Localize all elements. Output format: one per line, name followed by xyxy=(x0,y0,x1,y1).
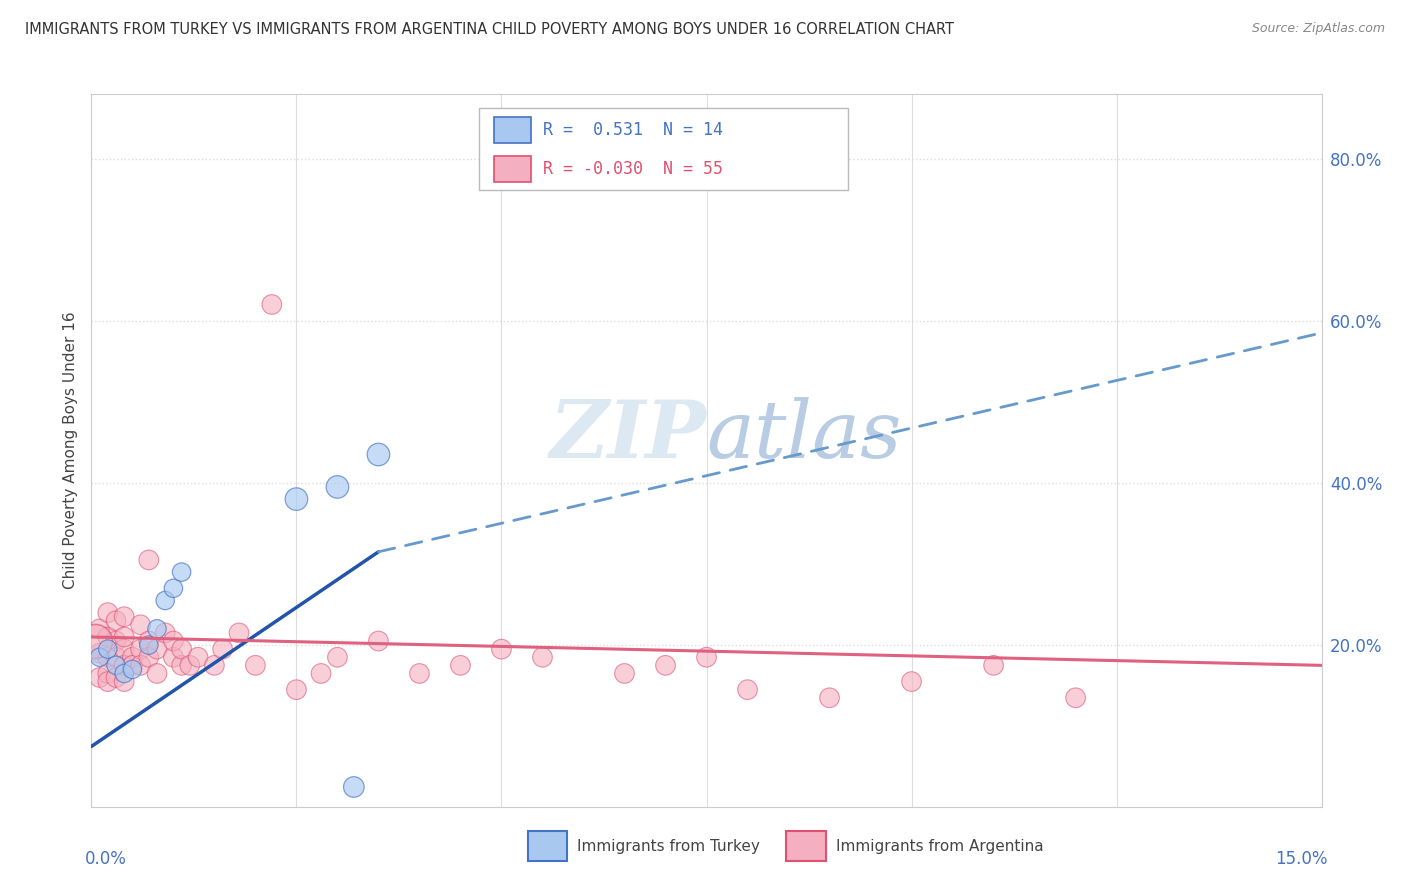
Bar xyxy=(786,830,825,861)
Point xyxy=(138,638,160,652)
Bar xyxy=(494,117,530,144)
Point xyxy=(228,626,250,640)
Point xyxy=(187,650,209,665)
Point xyxy=(367,448,389,462)
Point xyxy=(89,622,111,636)
Text: ZIP: ZIP xyxy=(550,398,706,475)
Point xyxy=(105,614,127,628)
Point xyxy=(408,666,430,681)
Point xyxy=(162,582,184,596)
Point xyxy=(343,780,366,794)
Point xyxy=(260,297,283,311)
Point xyxy=(105,634,127,648)
Point xyxy=(162,650,184,665)
Point xyxy=(654,658,676,673)
Point xyxy=(449,658,471,673)
Point xyxy=(89,650,111,665)
Point xyxy=(179,658,201,673)
Point xyxy=(112,666,135,681)
Bar xyxy=(494,155,530,182)
Point xyxy=(211,642,233,657)
Point xyxy=(531,650,554,665)
Point xyxy=(121,658,143,673)
Point xyxy=(900,674,922,689)
Point xyxy=(613,666,636,681)
Point xyxy=(138,650,160,665)
Point xyxy=(112,609,135,624)
Point xyxy=(170,658,193,673)
Point xyxy=(89,646,111,660)
Text: R = -0.030  N = 55: R = -0.030 N = 55 xyxy=(543,160,723,178)
Point xyxy=(105,658,127,673)
Bar xyxy=(529,830,568,861)
Point xyxy=(326,650,349,665)
Point xyxy=(138,553,160,567)
Bar xyxy=(479,108,848,190)
Point xyxy=(737,682,759,697)
Point xyxy=(112,642,135,657)
Text: atlas: atlas xyxy=(706,398,901,475)
Point xyxy=(121,650,143,665)
Point xyxy=(170,642,193,657)
Y-axis label: Child Poverty Among Boys Under 16: Child Poverty Among Boys Under 16 xyxy=(62,311,77,590)
Point xyxy=(129,658,152,673)
Point xyxy=(162,634,184,648)
Point xyxy=(245,658,267,673)
Point xyxy=(285,492,308,507)
Point xyxy=(129,642,152,657)
Point xyxy=(491,642,513,657)
Point xyxy=(138,634,160,648)
Point xyxy=(97,674,120,689)
Point xyxy=(112,674,135,689)
Point xyxy=(84,634,107,648)
Point xyxy=(695,650,717,665)
Text: 0.0%: 0.0% xyxy=(86,850,127,868)
Point xyxy=(97,650,120,665)
Point xyxy=(97,642,120,657)
Text: Source: ZipAtlas.com: Source: ZipAtlas.com xyxy=(1251,22,1385,36)
Point xyxy=(121,662,143,676)
Point xyxy=(326,480,349,494)
Text: Immigrants from Turkey: Immigrants from Turkey xyxy=(578,839,761,854)
Point xyxy=(983,658,1005,673)
Point xyxy=(112,658,135,673)
Point xyxy=(153,593,177,607)
Point xyxy=(202,658,225,673)
Point xyxy=(89,671,111,685)
Point xyxy=(97,666,120,681)
Point xyxy=(146,622,169,636)
Point xyxy=(285,682,308,697)
Point xyxy=(367,634,389,648)
Point xyxy=(146,642,169,657)
Point xyxy=(97,630,120,644)
Text: 15.0%: 15.0% xyxy=(1275,850,1327,868)
Point xyxy=(105,671,127,685)
Point xyxy=(97,606,120,620)
Point xyxy=(129,617,152,632)
Text: R =  0.531  N = 14: R = 0.531 N = 14 xyxy=(543,121,723,139)
Point xyxy=(105,650,127,665)
Point xyxy=(309,666,332,681)
Point xyxy=(146,666,169,681)
Point xyxy=(112,630,135,644)
Point xyxy=(1064,690,1087,705)
Text: IMMIGRANTS FROM TURKEY VS IMMIGRANTS FROM ARGENTINA CHILD POVERTY AMONG BOYS UND: IMMIGRANTS FROM TURKEY VS IMMIGRANTS FRO… xyxy=(25,22,955,37)
Text: Immigrants from Argentina: Immigrants from Argentina xyxy=(835,839,1043,854)
Point xyxy=(153,626,177,640)
Point xyxy=(170,565,193,579)
Point xyxy=(818,690,841,705)
